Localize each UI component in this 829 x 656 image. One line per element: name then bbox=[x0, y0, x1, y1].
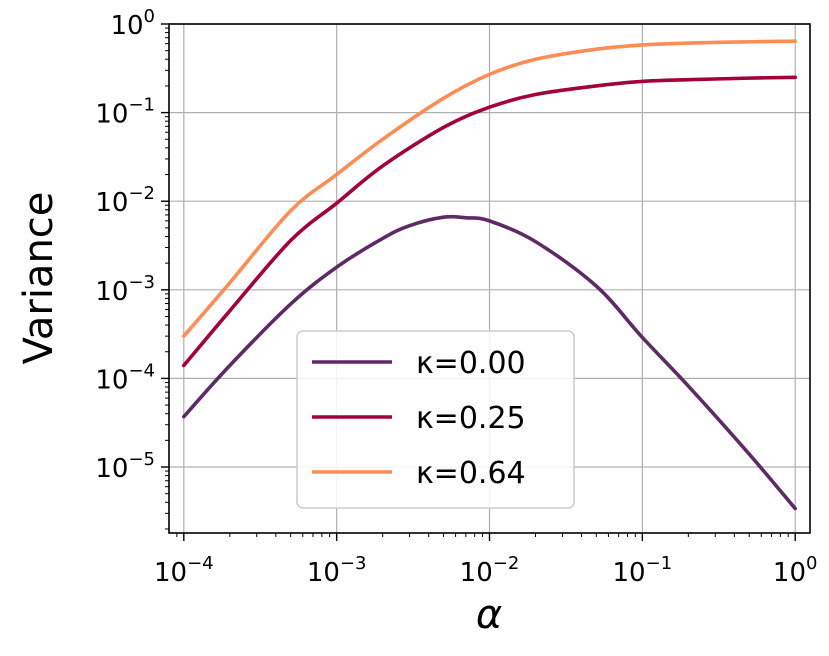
y-axis-ticks: 100 10−1 10−2 10−3 10−4 10−5 bbox=[95, 6, 169, 530]
x-axis-label: α bbox=[476, 592, 502, 638]
legend: κ=0.00 κ=0.25 κ=0.64 bbox=[296, 330, 575, 509]
y-axis-label: Variance bbox=[16, 192, 62, 365]
y-tick-label: 10−1 bbox=[95, 95, 155, 130]
series-lines bbox=[182, 39, 797, 511]
y-tick-label: 10−4 bbox=[95, 360, 155, 395]
y-tick-label: 10−2 bbox=[95, 183, 155, 218]
x-tick-label: 10−2 bbox=[460, 553, 520, 588]
y-tick-label: 100 bbox=[110, 6, 155, 41]
series-line-0 bbox=[182, 214, 797, 511]
legend-label-2: κ=0.64 bbox=[416, 456, 526, 491]
series-line-1 bbox=[182, 75, 797, 368]
legend-box bbox=[296, 330, 575, 509]
series-line-2 bbox=[182, 39, 797, 338]
y-tick-label: 10−3 bbox=[95, 272, 155, 307]
x-tick-label: 10−4 bbox=[154, 553, 214, 588]
x-axis-ticks: 10−4 10−3 10−2 10−1 100 bbox=[154, 533, 817, 588]
x-tick-label: 10−3 bbox=[307, 553, 367, 588]
x-tick-label: 100 bbox=[773, 553, 818, 588]
x-tick-label: 10−1 bbox=[613, 553, 673, 588]
legend-label-1: κ=0.25 bbox=[416, 401, 526, 436]
y-tick-label: 10−5 bbox=[95, 449, 155, 484]
legend-label-0: κ=0.00 bbox=[416, 346, 526, 381]
